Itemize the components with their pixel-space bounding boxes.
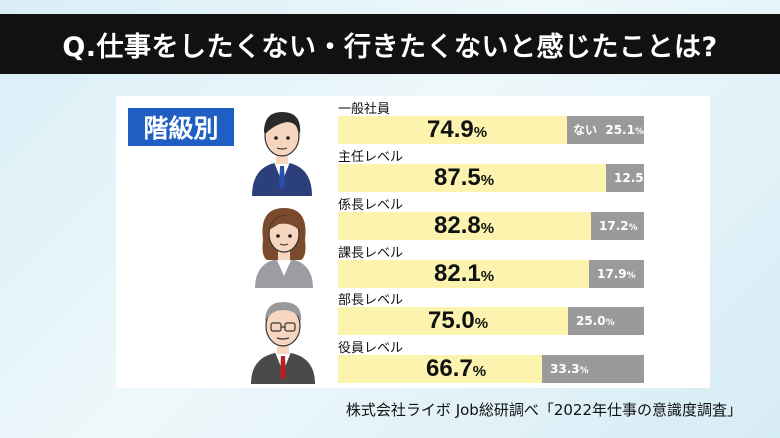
row-label: 一般社員 xyxy=(338,102,391,117)
row-label: 主任レベル xyxy=(338,150,404,165)
value-label-yes: 82.1% xyxy=(434,260,495,287)
bar-segment-yes xyxy=(338,355,542,383)
male-employee-illustration xyxy=(252,112,312,196)
value-label-no: 12.5% xyxy=(614,171,653,185)
senior-executive-illustration xyxy=(251,302,315,384)
value-label-yes: 82.8% xyxy=(434,212,495,239)
bar-segment-yes xyxy=(338,212,591,240)
title-bar: Q.仕事をしたくない・行きたくないと感じたことは? xyxy=(0,14,780,74)
bar-segment-no xyxy=(591,212,644,240)
page-title: Q.仕事をしたくない・行きたくないと感じたことは? xyxy=(62,31,718,63)
value-label-yes: 75.0% xyxy=(428,307,489,334)
bar-segment-no xyxy=(542,355,644,383)
value-label-no: 33.3% xyxy=(550,362,589,376)
value-label-no: 17.9% xyxy=(597,267,636,281)
value-label-no: 25.0% xyxy=(576,314,615,328)
value-label-yes: 74.9% xyxy=(427,116,488,143)
bar-segment-yes xyxy=(338,116,567,144)
bar-segment-no xyxy=(567,116,644,144)
stacked-bar: 82.8% 17.2% xyxy=(338,212,644,240)
value-label-yes: 87.5% xyxy=(434,164,495,191)
value-label-no: 17.2% xyxy=(599,219,638,233)
bar-segment-no xyxy=(568,307,644,335)
stacked-bar: 87.5% 12.5% xyxy=(338,164,653,192)
bar-segment-no xyxy=(606,164,644,192)
value-label-yes: 66.7% xyxy=(426,355,487,382)
bar-segment-yes xyxy=(338,260,589,288)
bar-segment-yes xyxy=(338,307,568,335)
bar-segment-no xyxy=(589,260,644,288)
bar-segment-yes xyxy=(338,164,606,192)
stacked-bar: ある74.9%ない 25.1% xyxy=(338,116,644,145)
row-label: 課長レベル xyxy=(338,246,404,261)
stacked-bar: 75.0% 25.0% xyxy=(338,307,644,335)
category-badge: 階級別 xyxy=(128,108,234,146)
female-employee-illustration xyxy=(255,208,313,288)
row-label: 役員レベル xyxy=(338,341,404,356)
source-note: 株式会社ライボ Job総研調べ「2022年仕事の意識度調査」 xyxy=(345,401,742,419)
stacked-bar: 66.7% 33.3% xyxy=(338,355,644,383)
row-label: 部長レベル xyxy=(338,293,404,308)
stacked-bar: 82.1% 17.9% xyxy=(338,260,644,288)
row-label: 係長レベル xyxy=(338,198,404,213)
value-label-no: ない 25.1% xyxy=(573,123,644,137)
